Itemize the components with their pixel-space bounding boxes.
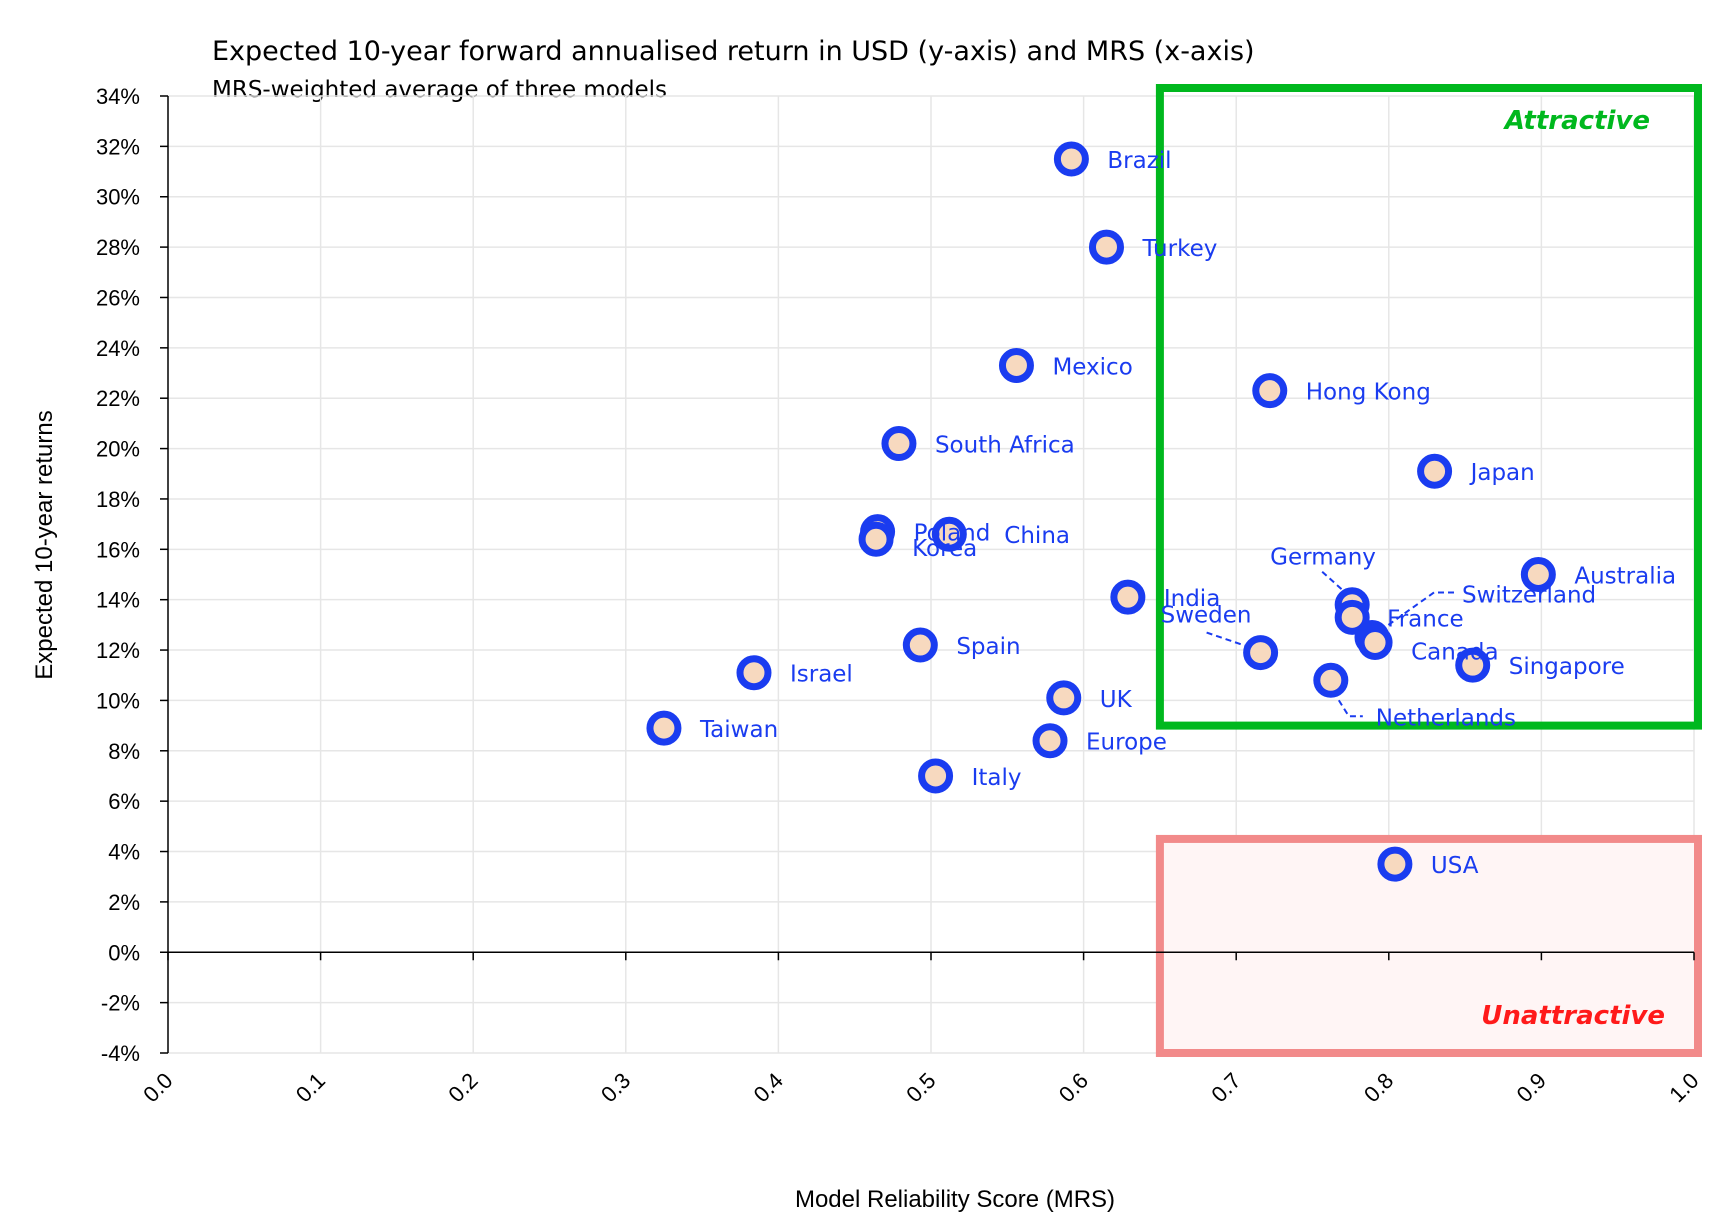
- point-europe: [1032, 723, 1068, 759]
- unattractive-zone: [1155, 834, 1702, 1057]
- x-tick-label: 0.0: [138, 1068, 177, 1107]
- data-points: [646, 141, 1556, 882]
- point-china: [931, 516, 967, 552]
- x-tick-labels: 0.0 0.1 0.2 0.3 0.4 0.5 0.6 0.7 0.8 0.9 1.0: [138, 1068, 1703, 1107]
- y-tick-label: 6%: [108, 789, 140, 814]
- y-tick-label: -2%: [101, 991, 140, 1016]
- label-israel: Israel: [790, 662, 853, 688]
- point-spain: [902, 627, 938, 663]
- y-tick-label: 10%: [96, 688, 140, 713]
- y-tick-label: 34%: [96, 84, 140, 109]
- label-mexico: Mexico: [1052, 354, 1132, 380]
- point-uk: [1046, 680, 1082, 716]
- label-sweden: Sweden: [1161, 603, 1252, 629]
- attractive-zone: [1155, 84, 1702, 730]
- y-tick-label: 12%: [96, 638, 140, 663]
- point-mexico: [998, 347, 1034, 383]
- y-tick-label: 16%: [96, 537, 140, 562]
- label-china: China: [1004, 523, 1070, 549]
- point-brazil: [1053, 141, 1089, 177]
- y-tick-label: 28%: [96, 235, 140, 260]
- label-usa: USA: [1431, 853, 1479, 879]
- x-tick-label: 0.6: [1054, 1068, 1093, 1107]
- point-india: [1110, 579, 1146, 615]
- label-brazil: Brazil: [1107, 148, 1171, 174]
- label-korea: Korea: [912, 536, 977, 562]
- y-tick-label: 8%: [108, 739, 140, 764]
- y-tick-label: 26%: [96, 285, 140, 310]
- y-tick-label: 0%: [108, 940, 140, 965]
- point-italy: [918, 758, 954, 794]
- label-singapore: Singapore: [1509, 654, 1625, 680]
- label-australia: Australia: [1574, 564, 1676, 590]
- label-uk: UK: [1100, 687, 1133, 713]
- label-canada: Canada: [1411, 639, 1499, 665]
- unattractive-zone-label: Unattractive: [1481, 1001, 1665, 1031]
- x-tick-label: 0.2: [443, 1068, 482, 1107]
- x-tick-label: 0.7: [1206, 1068, 1245, 1107]
- point-netherlands: [1313, 662, 1349, 698]
- chart-subtitle: MRS-weighted average of three models: [212, 77, 667, 103]
- y-tick-label: 22%: [96, 386, 140, 411]
- label-europe: Europe: [1086, 730, 1167, 756]
- point-labels: Brazil Turkey Mexico Hong Kong South Africa J…: [699, 148, 1676, 879]
- zones: Attractive Unattractive: [1155, 84, 1702, 1057]
- point-south-africa: [881, 426, 917, 462]
- leader-netherlands: [1337, 699, 1363, 718]
- point-israel: [736, 655, 772, 691]
- leader-germany: [1321, 570, 1343, 591]
- x-axis-label: Model Reliability Score (MRS): [795, 1186, 1115, 1213]
- y-tick-label: 30%: [96, 185, 140, 210]
- chart-title: Expected 10-year forward annualised retu…: [212, 36, 1255, 67]
- point-usa: [1377, 846, 1413, 882]
- y-tick-label: 14%: [96, 588, 140, 613]
- x-tick-label: 0.5: [901, 1068, 940, 1107]
- label-hong-kong: Hong Kong: [1306, 380, 1431, 406]
- y-tick-labels: 34% 32% 30% 28% 26% 24% 22% 20% 18% 16% 14% 12% 10% 8…: [96, 84, 140, 1066]
- x-tick-label: 0.8: [1359, 1068, 1398, 1107]
- x-tick-label: 1.0: [1664, 1068, 1703, 1107]
- y-tick-label: 18%: [96, 487, 140, 512]
- leader-lines: [1206, 570, 1455, 718]
- label-india: India: [1164, 586, 1220, 612]
- label-taiwan: Taiwan: [699, 717, 778, 743]
- point-france: [1334, 599, 1370, 635]
- y-axis-label: Expected 10-year returns: [31, 410, 58, 679]
- point-australia: [1520, 557, 1556, 592]
- label-spain: Spain: [956, 634, 1020, 660]
- point-korea: [858, 521, 894, 557]
- point-taiwan: [646, 710, 682, 746]
- point-canada: [1357, 624, 1393, 660]
- axes: [160, 95, 1695, 1054]
- x-tick-label: 0.1: [291, 1068, 330, 1107]
- point-japan: [1417, 453, 1453, 489]
- point-turkey: [1088, 229, 1124, 265]
- label-germany: Germany: [1270, 545, 1376, 571]
- point-hong-kong: [1252, 373, 1288, 409]
- point-singapore: [1455, 647, 1491, 683]
- label-italy: Italy: [972, 765, 1022, 791]
- label-netherlands: Netherlands: [1376, 705, 1516, 731]
- y-tick-label: 32%: [96, 134, 140, 159]
- y-tick-label: -4%: [101, 1041, 140, 1066]
- x-tick-label: 0.4: [749, 1068, 788, 1107]
- label-switzerland: Switzerland: [1462, 582, 1596, 608]
- y-tick-label: 2%: [108, 890, 140, 915]
- label-japan: Japan: [1469, 460, 1535, 486]
- leader-sweden: [1206, 631, 1251, 649]
- attractive-zone-label: Attractive: [1503, 106, 1650, 136]
- x-tick-label: 0.9: [1512, 1068, 1551, 1107]
- y-tick-label: 24%: [96, 336, 140, 361]
- label-poland: Poland: [914, 521, 991, 547]
- x-tick-label: 0.3: [596, 1068, 635, 1107]
- y-tick-label: 20%: [96, 437, 140, 462]
- label-south-africa: South Africa: [935, 433, 1075, 459]
- point-sweden: [1243, 635, 1279, 671]
- y-tick-label: 4%: [108, 840, 140, 865]
- leader-switzerland: [1381, 591, 1455, 631]
- label-france: France: [1387, 606, 1463, 632]
- label-turkey: Turkey: [1141, 236, 1217, 262]
